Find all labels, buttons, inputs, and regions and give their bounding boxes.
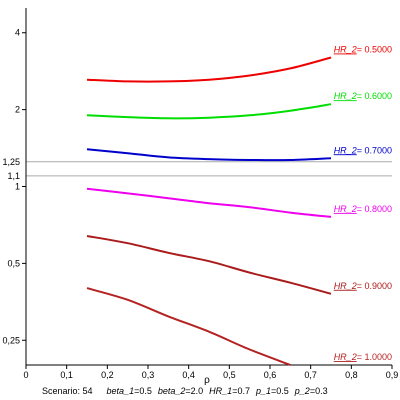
x-tick-label: 0,8: [345, 370, 358, 380]
series-line: [86, 235, 332, 295]
series-line: [86, 103, 332, 120]
series-line: [86, 148, 332, 162]
series-line: [86, 287, 291, 366]
axes: 0 0,1 0,2 0,3 0,4 0,5 0,6 0,7 0,8 0,9 0,25 0,5 1 2 4: [2, 8, 398, 380]
y-tick-label: 0,25: [2, 335, 20, 345]
series-line: [86, 56, 332, 83]
series-label-value: 0.6000: [364, 91, 392, 101]
series-label: HR_2= 0.5000: [334, 44, 392, 54]
series-label: HR_2= 0.8000: [334, 204, 392, 214]
x-tick-label: 0,4: [182, 370, 195, 380]
y-tick-label: 0,5: [7, 258, 20, 268]
series-label-equals: =: [357, 281, 365, 291]
series-label: HR_2= 1.0000: [334, 352, 392, 362]
x-axis-label: ρ: [204, 375, 210, 386]
reference-lines: 1,25 1,1: [2, 157, 392, 181]
series-label-name: HR_2: [334, 145, 357, 155]
footer-scenario: Scenario: 54: [42, 386, 93, 396]
series-line: [86, 187, 332, 218]
x-tick-label: 0,2: [101, 370, 114, 380]
y-tick-label: 4: [15, 28, 20, 38]
footer-param-name: HR_1: [209, 386, 232, 396]
x-tick-label: 0,5: [223, 370, 236, 380]
chart-footer: Scenario: 54 beta_1=0.5 beta_2=2.0 HR_1=0.7…: [42, 386, 328, 396]
footer-param-value: 0.7: [237, 386, 250, 396]
series-label-value: 0.8000: [364, 204, 392, 214]
series-label-value: 1.0000: [364, 352, 392, 362]
x-tick-label: 0,9: [386, 370, 399, 380]
series-label: HR_2= 0.7000: [334, 145, 392, 155]
reference-line-label: 1,1: [7, 171, 20, 181]
footer-param-name: beta_2: [158, 386, 186, 396]
series-label-equals: =: [357, 44, 365, 54]
series-label-value: 0.7000: [364, 145, 392, 155]
series-label-name: HR_2: [334, 352, 357, 362]
footer-param-equals: =: [185, 386, 190, 396]
series-label-value: 0.9000: [364, 281, 392, 291]
footer-param-value: 0.5: [139, 386, 152, 396]
footer-param-equals: =: [271, 386, 276, 396]
footer-param-value: 0.3: [315, 386, 328, 396]
footer-param-name: p_1: [255, 386, 271, 396]
series-label-name: HR_2: [334, 91, 357, 101]
footer-param-name: beta_1: [107, 386, 135, 396]
x-tick-label: 0: [23, 370, 28, 380]
x-tick-label: 0,1: [60, 370, 73, 380]
footer-param-equals: =: [232, 386, 237, 396]
series-label: HR_2= 0.6000: [334, 91, 392, 101]
footer-param-name: p_2: [294, 386, 310, 396]
footer-text: Scenario: 54 beta_1=0.5 beta_2=2.0 HR_1=0.7…: [42, 386, 328, 396]
series-label-name: HR_2: [334, 204, 357, 214]
series-lines: [86, 56, 332, 366]
series-label-equals: =: [357, 204, 365, 214]
y-tick-label: 2: [15, 105, 20, 115]
x-tick-label: 0,3: [142, 370, 155, 380]
series-label-name: HR_2: [334, 281, 357, 291]
series-label-value: 0.5000: [364, 44, 392, 54]
series-label-equals: =: [357, 352, 365, 362]
reference-line-label: 1,25: [2, 157, 20, 167]
series-label: HR_2= 0.9000: [334, 281, 392, 291]
series-label-equals: =: [357, 91, 365, 101]
series-label-equals: =: [357, 145, 365, 155]
y-tick-label: 1: [15, 182, 20, 192]
footer-param-equals: =: [134, 386, 139, 396]
series-label-name: HR_2: [334, 44, 357, 54]
x-tick-label: 0,6: [264, 370, 277, 380]
footer-param-value: 0.5: [276, 386, 289, 396]
footer-param-value: 2.0: [191, 386, 204, 396]
footer-param-equals: =: [310, 386, 315, 396]
x-tick-label: 0,7: [304, 370, 317, 380]
